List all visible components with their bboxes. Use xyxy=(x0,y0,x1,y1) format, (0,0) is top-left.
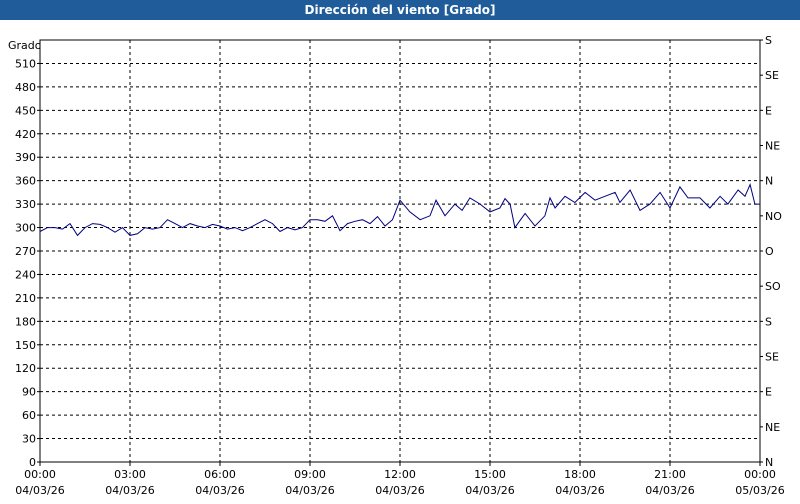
y-tick-label: 300 xyxy=(15,222,36,235)
x-tick-label: 18:00 xyxy=(564,468,596,481)
y2-tick-label: SE xyxy=(765,69,779,82)
y-tick-label: 180 xyxy=(15,315,36,328)
y-tick-label: 90 xyxy=(22,386,36,399)
data-line xyxy=(39,183,760,237)
y-tick-label: 60 xyxy=(22,409,36,422)
x-tick-label: 04/03/26 xyxy=(375,484,424,497)
y2-tick-label: O xyxy=(765,245,774,258)
y-tick-label: 210 xyxy=(15,292,36,305)
y-tick-label: 360 xyxy=(15,175,36,188)
x-tick-label: 04/03/26 xyxy=(195,484,244,497)
y2-tick-label: NO xyxy=(765,210,782,223)
chart-title: Dirección del viento [Grado] xyxy=(305,3,496,17)
y2-tick-label: SE xyxy=(765,351,779,364)
y2-tick-label: N xyxy=(765,175,773,188)
y-tick-label: 510 xyxy=(15,57,36,70)
y-tick-label: 270 xyxy=(15,245,36,258)
y2-tick-label: E xyxy=(765,386,772,399)
x-tick-label: 04/03/26 xyxy=(555,484,604,497)
y-axis-label: Grado xyxy=(8,39,42,52)
x-tick-label: 04/03/26 xyxy=(645,484,694,497)
y2-tick-label: SO xyxy=(765,280,781,293)
x-tick-label: 04/03/26 xyxy=(105,484,154,497)
x-tick-label: 06:00 xyxy=(204,468,236,481)
x-tick-label: 05/03/26 xyxy=(735,484,784,497)
y-tick-label: 420 xyxy=(15,128,36,141)
x-tick-label: 00:00 xyxy=(24,468,56,481)
x-tick-label: 03:00 xyxy=(114,468,146,481)
x-tick-label: 21:00 xyxy=(654,468,686,481)
x-tick-label: 04/03/26 xyxy=(15,484,64,497)
y-tick-label: 450 xyxy=(15,104,36,117)
y-tick-label: 0 xyxy=(29,456,36,469)
y2-tick-label: N xyxy=(765,456,773,469)
y2-tick-label: NE xyxy=(765,140,780,153)
y-tick-label: 120 xyxy=(15,362,36,375)
x-tick-label: 00:00 xyxy=(744,468,776,481)
y2-tick-label: NE xyxy=(765,421,780,434)
y2-tick-label: E xyxy=(765,104,772,117)
x-tick-label: 04/03/26 xyxy=(285,484,334,497)
x-tick-label: 15:00 xyxy=(474,468,506,481)
x-tick-label: 09:00 xyxy=(294,468,326,481)
y2-tick-label: S xyxy=(765,34,772,47)
y-tick-label: 240 xyxy=(15,268,36,281)
y2-tick-label: S xyxy=(765,315,772,328)
title-bar xyxy=(0,0,800,20)
y-tick-label: 480 xyxy=(15,81,36,94)
y-tick-label: 330 xyxy=(15,198,36,211)
x-tick-label: 04/03/26 xyxy=(465,484,514,497)
y-tick-label: 30 xyxy=(22,433,36,446)
y-tick-label: 150 xyxy=(15,339,36,352)
y-tick-label: 390 xyxy=(15,151,36,164)
x-tick-label: 12:00 xyxy=(384,468,416,481)
